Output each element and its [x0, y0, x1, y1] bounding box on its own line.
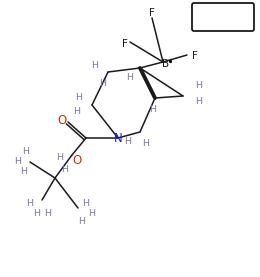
Text: H: H — [56, 153, 63, 163]
Text: H: H — [15, 157, 22, 165]
FancyBboxPatch shape — [192, 3, 254, 31]
Text: H: H — [150, 106, 157, 114]
Text: F: F — [192, 51, 198, 61]
Text: H: H — [125, 137, 132, 147]
Text: H: H — [34, 209, 41, 219]
Text: F: F — [122, 39, 128, 49]
Text: Abs: Abs — [211, 12, 235, 25]
Text: H: H — [74, 107, 81, 117]
Text: H: H — [62, 165, 68, 175]
Text: H: H — [27, 199, 34, 209]
Text: H: H — [44, 209, 51, 219]
Text: H: H — [142, 138, 150, 147]
Text: H: H — [196, 81, 203, 91]
Text: H: H — [79, 217, 86, 227]
Text: H: H — [21, 168, 28, 176]
Text: H: H — [92, 61, 99, 71]
Text: H: H — [196, 98, 203, 106]
Text: H: H — [23, 147, 29, 155]
Text: O: O — [57, 114, 67, 127]
Text: H: H — [127, 73, 133, 83]
Text: H: H — [82, 199, 89, 209]
Text: F: F — [149, 8, 155, 18]
Text: H: H — [100, 78, 107, 88]
Text: B: B — [162, 59, 170, 69]
Text: H: H — [75, 93, 82, 101]
Text: H: H — [88, 209, 95, 219]
Text: N: N — [114, 132, 122, 145]
Text: O: O — [72, 153, 82, 166]
Text: K: K — [200, 19, 205, 27]
